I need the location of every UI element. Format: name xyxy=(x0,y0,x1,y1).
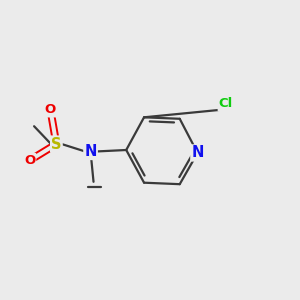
Text: O: O xyxy=(45,103,56,116)
Text: S: S xyxy=(51,136,62,152)
Text: N: N xyxy=(84,144,97,159)
Text: O: O xyxy=(24,154,35,167)
Text: Cl: Cl xyxy=(219,98,233,110)
Text: N: N xyxy=(191,146,204,160)
